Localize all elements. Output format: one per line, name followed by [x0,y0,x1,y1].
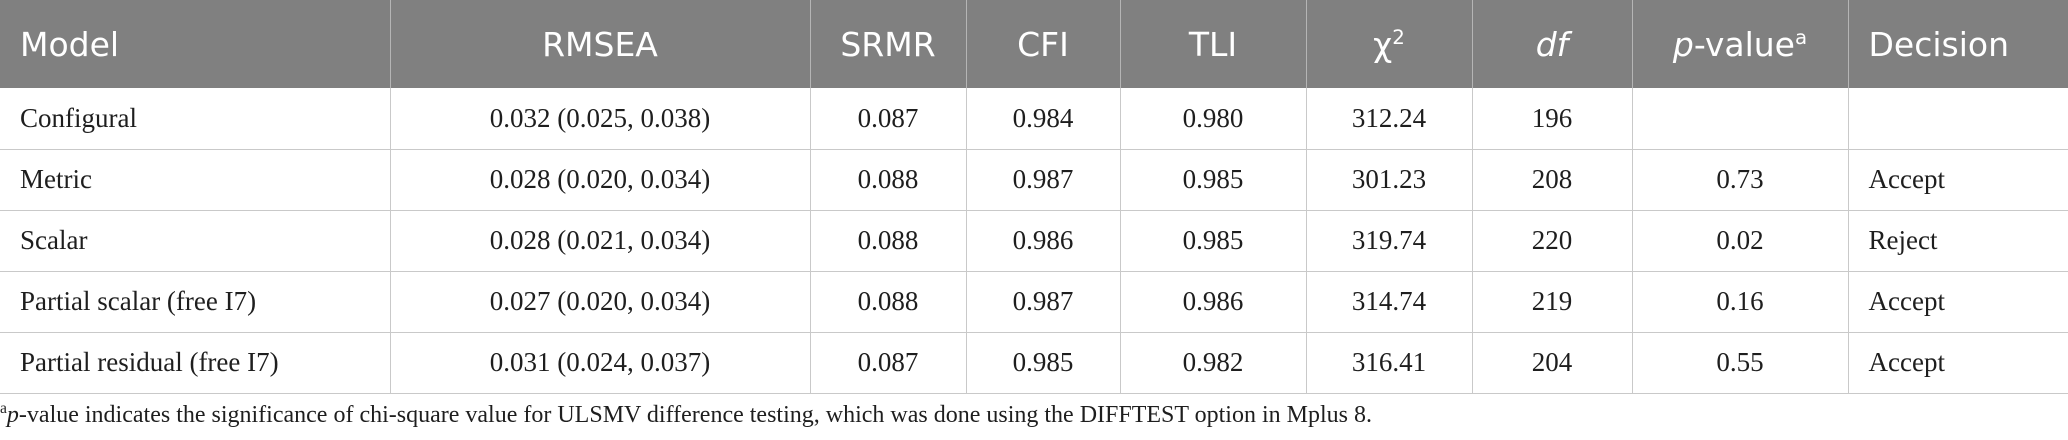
cell-chi-square: 316.41 [1305,332,1472,393]
cell-tli: 0.985 [1119,149,1306,210]
table-row: Scalar 0.028 (0.021, 0.034) 0.088 0.986 … [0,210,2068,271]
table-row: Configural 0.032 (0.025, 0.038) 0.087 0.… [0,88,2068,149]
p-value-footnote-marker: a [1795,25,1808,49]
cell-p-value: 0.16 [1631,271,1848,332]
header-model: Model [20,24,120,64]
cell-df: 219 [1471,271,1632,332]
cell-model: Metric [20,164,92,194]
cell-rmsea: 0.027 (0.020, 0.034) [389,271,810,332]
header-srmr: SRMR [809,0,966,88]
header-decision: Decision [1847,0,2068,88]
cell-decision: Accept [1847,149,2068,210]
cell-srmr: 0.087 [809,88,966,149]
cell-tli: 0.982 [1119,332,1306,393]
header-chi-square: χ2 [1305,0,1472,88]
cell-srmr: 0.088 [809,149,966,210]
table-row: Partial residual (free I7) 0.031 (0.024,… [0,332,2068,393]
cell-rmsea: 0.028 (0.020, 0.034) [389,149,810,210]
cell-decision: Accept [1847,332,2068,393]
footnote-marker: a [0,400,7,417]
cell-chi-square: 319.74 [1305,210,1472,271]
cell-rmsea: 0.031 (0.024, 0.037) [389,332,810,393]
header-row: Model RMSEA SRMR CFI TLI χ2 df p-valuea … [0,0,2068,88]
cell-cfi: 0.986 [965,210,1120,271]
cell-p-value: 0.02 [1631,210,1848,271]
cell-cfi: 0.987 [965,149,1120,210]
header-rmsea: RMSEA [389,0,810,88]
cell-srmr: 0.088 [809,210,966,271]
cell-tli: 0.986 [1119,271,1306,332]
footnote-p-italic: p [6,402,19,428]
cell-df: 208 [1471,149,1632,210]
p-value-text: -value [1693,24,1795,64]
cell-cfi: 0.984 [965,88,1120,149]
p-italic: p [1672,24,1694,64]
cell-chi-square: 301.23 [1305,149,1472,210]
cell-p-value: 0.73 [1631,149,1848,210]
chi-superscript: 2 [1392,25,1405,49]
cell-srmr: 0.087 [809,332,966,393]
cell-p-value: 0.55 [1631,332,1848,393]
footnote-text: -value indicates the significance of chi… [18,402,1372,428]
cell-model: Scalar [20,225,88,255]
cell-cfi: 0.987 [965,271,1120,332]
cell-df: 220 [1471,210,1632,271]
cell-rmsea: 0.028 (0.021, 0.034) [389,210,810,271]
table-row: Metric 0.028 (0.020, 0.034) 0.088 0.987 … [0,149,2068,210]
cell-chi-square: 312.24 [1305,88,1472,149]
header-tli: TLI [1119,0,1306,88]
cell-srmr: 0.088 [809,271,966,332]
cell-rmsea: 0.032 (0.025, 0.038) [389,88,810,149]
cell-tli: 0.985 [1119,210,1306,271]
cell-model: Configural [20,102,137,133]
table-footnote: ap-value indicates the significance of c… [0,400,1372,429]
cell-decision: Accept [1847,271,2068,332]
cell-decision [1847,88,2068,149]
table-row: Partial scalar (free I7) 0.027 (0.020, 0… [0,271,2068,332]
header-df: df [1471,0,1632,88]
cell-model: Partial residual (free I7) [20,347,279,377]
cell-p-value [1631,88,1848,149]
header-p-value: p-valuea [1631,0,1848,88]
cell-cfi: 0.985 [965,332,1120,393]
header-cfi: CFI [965,0,1120,88]
chi-symbol: χ [1373,24,1393,64]
cell-model: Partial scalar (free I7) [20,286,257,316]
fit-indices-table: Model RMSEA SRMR CFI TLI χ2 df p-valuea … [0,0,2068,393]
cell-chi-square: 314.74 [1305,271,1472,332]
cell-tli: 0.980 [1119,88,1306,149]
cell-df: 196 [1471,88,1632,149]
cell-decision: Reject [1847,210,2068,271]
cell-df: 204 [1471,332,1632,393]
